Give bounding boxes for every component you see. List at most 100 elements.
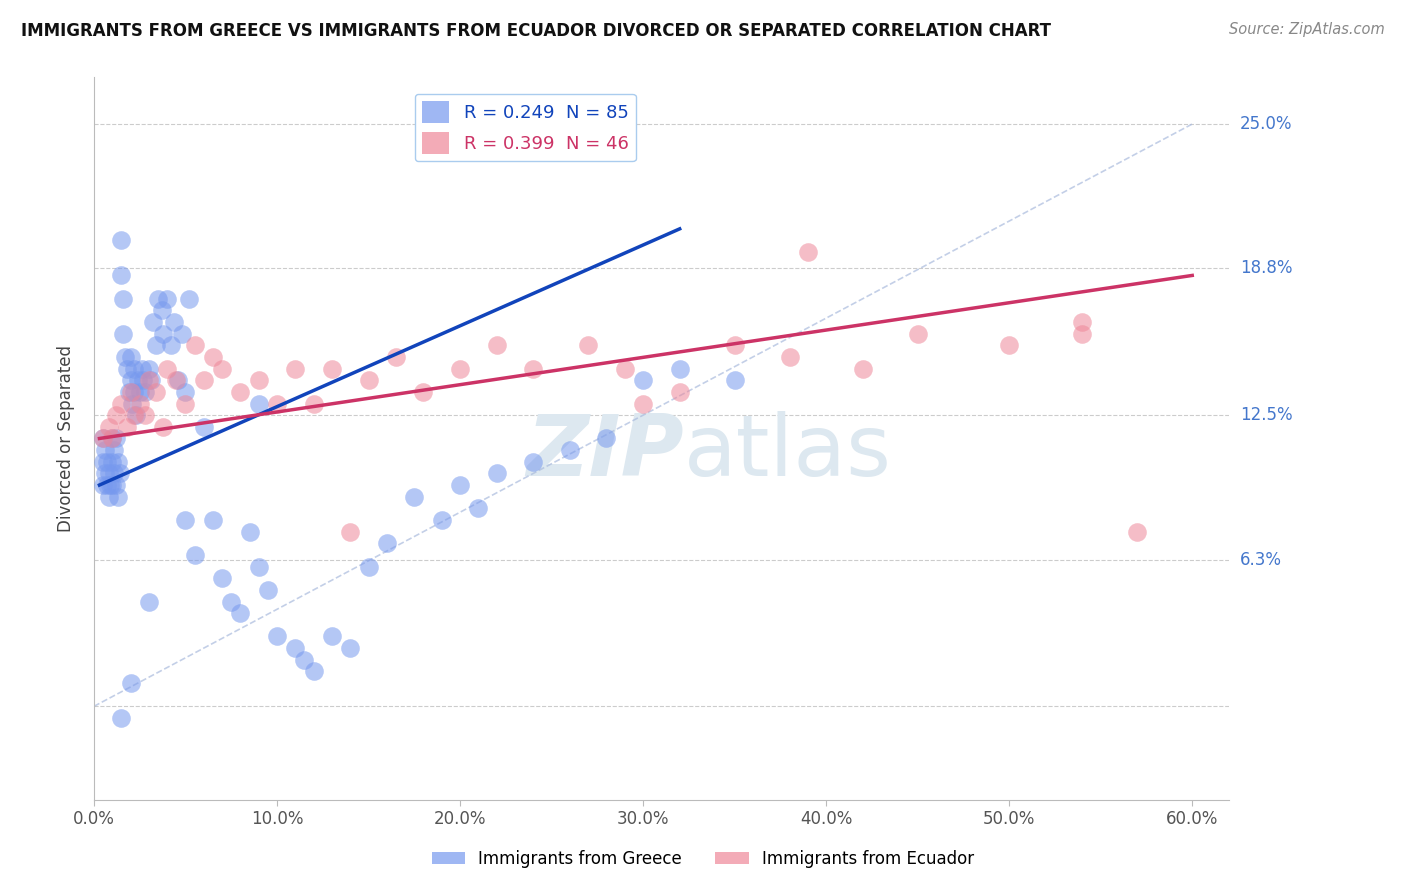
Point bbox=[321, 361, 343, 376]
Point bbox=[96, 478, 118, 492]
Point bbox=[104, 432, 127, 446]
Point bbox=[266, 396, 288, 410]
Point bbox=[167, 373, 190, 387]
Point bbox=[797, 245, 820, 260]
Text: IMMIGRANTS FROM GREECE VS IMMIGRANTS FROM ECUADOR DIVORCED OR SEPARATED CORRELAT: IMMIGRANTS FROM GREECE VS IMMIGRANTS FRO… bbox=[21, 22, 1052, 40]
Point bbox=[256, 582, 278, 597]
Point bbox=[110, 396, 132, 410]
Point bbox=[138, 361, 160, 376]
Point bbox=[723, 338, 745, 352]
Point bbox=[201, 350, 224, 364]
Point bbox=[247, 396, 270, 410]
Point bbox=[779, 350, 801, 364]
Point bbox=[115, 420, 138, 434]
Point bbox=[125, 408, 148, 422]
Point bbox=[183, 338, 205, 352]
Point bbox=[91, 432, 114, 446]
Point bbox=[238, 524, 260, 539]
Point bbox=[852, 361, 875, 376]
Point bbox=[193, 373, 215, 387]
Point bbox=[595, 432, 617, 446]
Point bbox=[294, 653, 316, 667]
Point bbox=[485, 338, 508, 352]
Point bbox=[91, 432, 114, 446]
Point bbox=[138, 594, 160, 608]
Point bbox=[127, 373, 149, 387]
Point bbox=[247, 373, 270, 387]
Point bbox=[449, 478, 471, 492]
Point bbox=[97, 467, 120, 481]
Text: 12.5%: 12.5% bbox=[1240, 406, 1292, 425]
Point bbox=[104, 478, 127, 492]
Point bbox=[108, 467, 131, 481]
Point bbox=[631, 396, 654, 410]
Point bbox=[219, 594, 242, 608]
Point bbox=[156, 292, 179, 306]
Point bbox=[229, 606, 252, 620]
Point bbox=[302, 665, 325, 679]
Point bbox=[449, 361, 471, 376]
Point bbox=[128, 384, 150, 399]
Legend: R = 0.249  N = 85, R = 0.399  N = 46: R = 0.249 N = 85, R = 0.399 N = 46 bbox=[415, 94, 636, 161]
Point bbox=[375, 536, 398, 550]
Point bbox=[94, 467, 117, 481]
Point bbox=[120, 350, 142, 364]
Point bbox=[229, 384, 252, 399]
Point bbox=[284, 361, 307, 376]
Point bbox=[141, 315, 163, 329]
Point bbox=[122, 384, 145, 399]
Point bbox=[120, 373, 142, 387]
Point bbox=[107, 490, 129, 504]
Point bbox=[174, 396, 197, 410]
Point bbox=[183, 548, 205, 562]
Point bbox=[152, 326, 174, 341]
Point bbox=[96, 455, 118, 469]
Point bbox=[122, 361, 145, 376]
Point bbox=[179, 292, 201, 306]
Point bbox=[97, 420, 120, 434]
Point bbox=[339, 641, 361, 656]
Point bbox=[120, 384, 142, 399]
Point bbox=[128, 396, 150, 410]
Point bbox=[522, 455, 544, 469]
Point bbox=[321, 630, 343, 644]
Point bbox=[107, 455, 129, 469]
Text: atlas: atlas bbox=[685, 411, 891, 494]
Point bbox=[132, 373, 155, 387]
Point bbox=[668, 361, 690, 376]
Point bbox=[998, 338, 1021, 352]
Point bbox=[385, 350, 408, 364]
Text: 6.3%: 6.3% bbox=[1240, 550, 1282, 568]
Point bbox=[94, 443, 117, 458]
Point bbox=[522, 361, 544, 376]
Point bbox=[201, 513, 224, 527]
Point bbox=[163, 315, 186, 329]
Text: 18.8%: 18.8% bbox=[1240, 260, 1292, 277]
Point bbox=[145, 384, 167, 399]
Point bbox=[104, 408, 127, 422]
Point bbox=[302, 396, 325, 410]
Point bbox=[114, 350, 136, 364]
Point bbox=[357, 373, 380, 387]
Point bbox=[576, 338, 599, 352]
Point bbox=[110, 711, 132, 725]
Point bbox=[174, 513, 197, 527]
Point bbox=[120, 676, 142, 690]
Point bbox=[100, 478, 122, 492]
Point bbox=[91, 455, 114, 469]
Point bbox=[723, 373, 745, 387]
Point bbox=[134, 408, 156, 422]
Point bbox=[1071, 315, 1094, 329]
Point bbox=[103, 443, 125, 458]
Text: 25.0%: 25.0% bbox=[1240, 115, 1292, 133]
Point bbox=[145, 338, 167, 352]
Point bbox=[430, 513, 453, 527]
Text: Source: ZipAtlas.com: Source: ZipAtlas.com bbox=[1229, 22, 1385, 37]
Point bbox=[165, 373, 187, 387]
Point bbox=[404, 490, 426, 504]
Point bbox=[412, 384, 434, 399]
Point bbox=[193, 420, 215, 434]
Point bbox=[211, 361, 233, 376]
Point bbox=[118, 384, 141, 399]
Point bbox=[266, 630, 288, 644]
